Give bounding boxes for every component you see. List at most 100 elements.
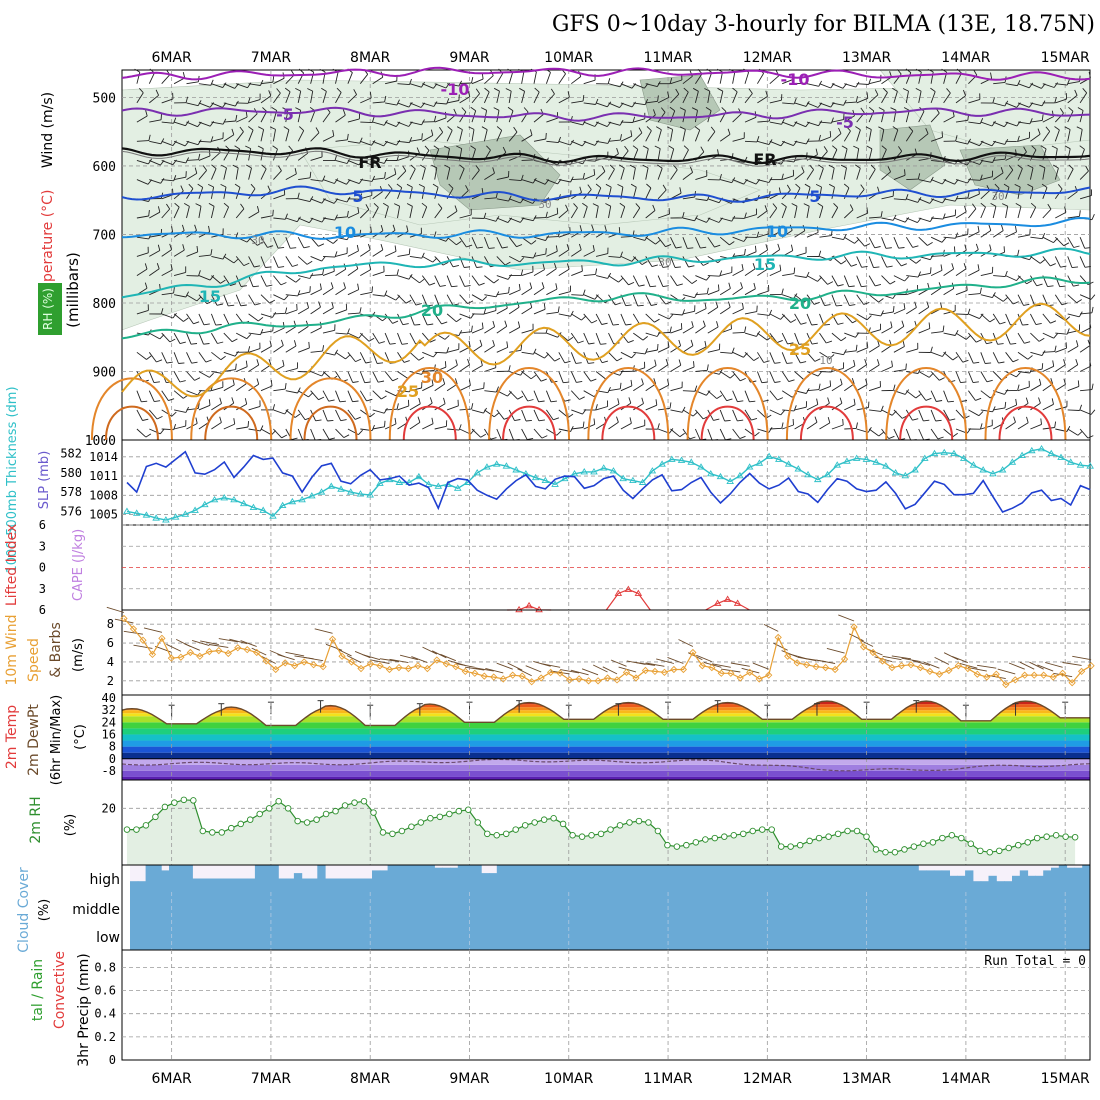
rh-contour-label: 30 (538, 198, 551, 211)
wind-barb-flag (694, 292, 698, 298)
wind-barb-flag (480, 107, 487, 111)
wind-barb-flag (222, 82, 227, 88)
wind-barb (459, 168, 465, 180)
thickness-point (580, 468, 589, 475)
wind-speed-point (120, 614, 128, 623)
wind-barb-flag (788, 379, 795, 383)
wind-barb-flag (629, 164, 636, 169)
wind-barb-flag (334, 214, 338, 221)
wind-speed-point (129, 625, 138, 633)
wind-barb-flag (247, 421, 250, 428)
wind-barb (360, 291, 373, 296)
wind-barb (136, 159, 149, 165)
wind-barb (595, 313, 603, 325)
wind-barb-flag (257, 241, 263, 246)
wind-barb-flag (168, 398, 175, 402)
rh2m-point (929, 839, 937, 846)
wind-barb (1055, 212, 1067, 219)
wind-barb-flag (927, 282, 930, 289)
cloud-high-bar (1027, 875, 1036, 892)
cloud-high-bar (840, 865, 849, 892)
wind-barb (744, 332, 757, 337)
wind-barb-flag (1000, 167, 1004, 174)
wind-barb (678, 639, 694, 647)
wind-speed-point (935, 670, 944, 678)
wind-barb-flag (681, 406, 686, 413)
wind-barb-flag (334, 251, 338, 258)
contour-label: 25 (789, 340, 811, 359)
wind-barb-flag (1064, 145, 1071, 150)
wind-barb (546, 179, 558, 185)
wind-barb (732, 113, 742, 123)
wind-barb-flag (1061, 302, 1068, 306)
wind-barb (1005, 352, 1014, 363)
wind-speed-point (746, 668, 754, 676)
wind-barb (608, 168, 615, 180)
day-label-top: 9MAR (449, 50, 490, 66)
wind-barb (732, 137, 745, 142)
thickness-point (453, 484, 462, 491)
wind-barb-flag (893, 384, 896, 391)
wind-barb-flag (624, 145, 629, 152)
wind-barb-flag (284, 87, 291, 93)
thickness-point (191, 506, 199, 513)
rh2m-point (977, 847, 984, 855)
cloud-high-bar (785, 865, 794, 892)
wind-barb (471, 409, 484, 414)
wind-barb (397, 294, 407, 304)
wind-barb-flag (540, 378, 547, 382)
wind-barb-flag (940, 264, 943, 271)
wind-barb (1055, 347, 1067, 353)
wind-barb (893, 346, 905, 353)
wind-barb (347, 250, 359, 257)
wind-barb (465, 666, 485, 671)
wind-barb (198, 254, 211, 257)
wind-barb (645, 332, 658, 337)
wind-barb-flag (308, 392, 314, 398)
wind-barb (397, 156, 410, 161)
wind-barb (1079, 327, 1092, 334)
wind-barb (794, 275, 807, 278)
wind-barb-flag (220, 183, 227, 188)
wind-barb (620, 135, 632, 142)
wind-barb-flag (617, 183, 624, 188)
wind-barb-flag (787, 342, 794, 345)
wind-barb-flag (878, 126, 885, 130)
wind-barb (819, 235, 832, 238)
wind-barb-flag (866, 207, 869, 214)
wind-barb-flag (409, 386, 413, 392)
wind-barb (508, 72, 514, 84)
wind-barb (310, 306, 321, 315)
rh2m-point (740, 830, 747, 838)
wind-barb-flag (1017, 384, 1020, 391)
wind-barb (136, 236, 149, 240)
thickness-point (590, 468, 598, 475)
wind-barb-flag (882, 87, 888, 93)
wind-barb (496, 91, 500, 104)
wind-barb-flag (646, 126, 652, 132)
wind-barb (943, 179, 955, 185)
wind-barb (335, 428, 345, 438)
wind-barb-flag (295, 278, 301, 283)
wind-barb-flag (874, 246, 881, 249)
wind-barb-flag (380, 224, 384, 231)
wind-barb (546, 311, 559, 315)
wind-barb-flag (315, 419, 322, 422)
wind-barb (166, 643, 182, 652)
wind-barb-flag (179, 341, 186, 345)
wind-barb (471, 93, 480, 104)
wind-barb (507, 662, 523, 671)
wind-speed-point (765, 671, 773, 679)
wind-barb (1067, 236, 1075, 248)
wind-barb-flag (582, 95, 585, 102)
wind-barb (310, 110, 316, 123)
wind-barb (285, 237, 291, 249)
wind-barb-flag (471, 403, 474, 410)
wind-barb (211, 255, 224, 260)
rh2m-point (275, 798, 282, 805)
wind-barb-flag (166, 203, 171, 210)
wind-barb-flag (878, 107, 885, 111)
wind-barb (297, 326, 309, 334)
wind-barb-flag (308, 68, 314, 73)
thickness-point (201, 500, 209, 508)
